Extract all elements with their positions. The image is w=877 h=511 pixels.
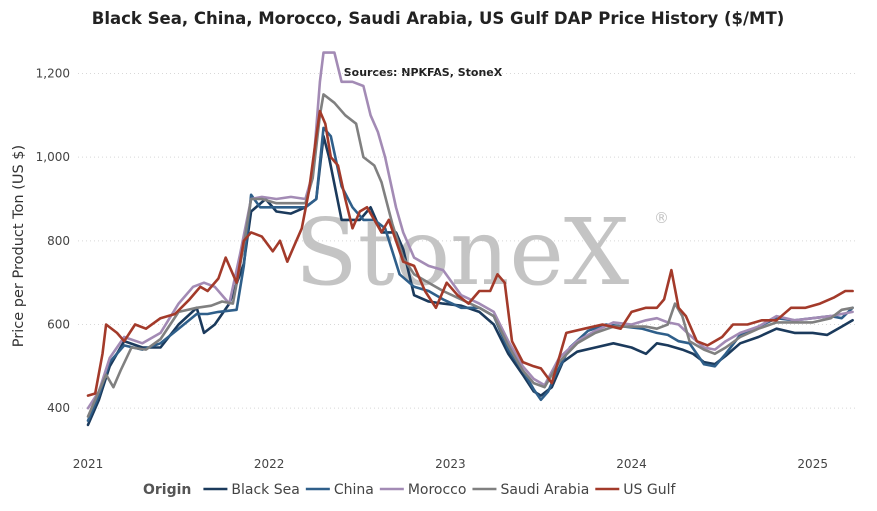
x-tick-label: 2024	[616, 457, 647, 471]
legend-item-label: Saudi Arabia	[500, 482, 589, 498]
x-axis-ticks: 2021 2022 2023 2024 2025	[73, 457, 828, 471]
legend: Origin Black Sea China Morocco Saudi Arabia…	[143, 482, 676, 498]
legend-item-label: Morocco	[408, 482, 467, 498]
y-tick-label: 400	[47, 401, 70, 415]
y-tick-label: 1,200	[36, 66, 70, 80]
chart-subtitle: Sources: NPKFAS, StoneX	[344, 66, 503, 79]
y-axis-label: Price per Product Ton (US $)	[11, 145, 27, 347]
legend-title: Origin	[143, 482, 191, 498]
series-line	[86, 126, 854, 422]
y-tick-label: 800	[47, 234, 70, 248]
x-tick-label: 2021	[73, 457, 104, 471]
x-tick-label: 2022	[254, 457, 285, 471]
watermark-registered-mark: ®	[654, 209, 669, 227]
x-tick-label: 2025	[797, 457, 828, 471]
legend-item-label: China	[334, 482, 374, 498]
y-tick-label: 600	[47, 317, 70, 331]
series-line	[86, 109, 854, 397]
watermark-text: StoneX	[295, 199, 630, 306]
y-tick-label: 1,000	[36, 150, 70, 164]
series-line	[86, 51, 854, 410]
legend-item-label: US Gulf	[623, 482, 676, 498]
legend-item-label: Black Sea	[231, 482, 299, 498]
series-lines	[86, 51, 854, 427]
y-axis-ticks: 400 600 800 1,000 1,200	[36, 66, 70, 415]
chart-title: Black Sea, China, Morocco, Saudi Arabia,…	[92, 9, 784, 28]
series-line	[86, 93, 854, 418]
x-tick-label: 2023	[435, 457, 466, 471]
